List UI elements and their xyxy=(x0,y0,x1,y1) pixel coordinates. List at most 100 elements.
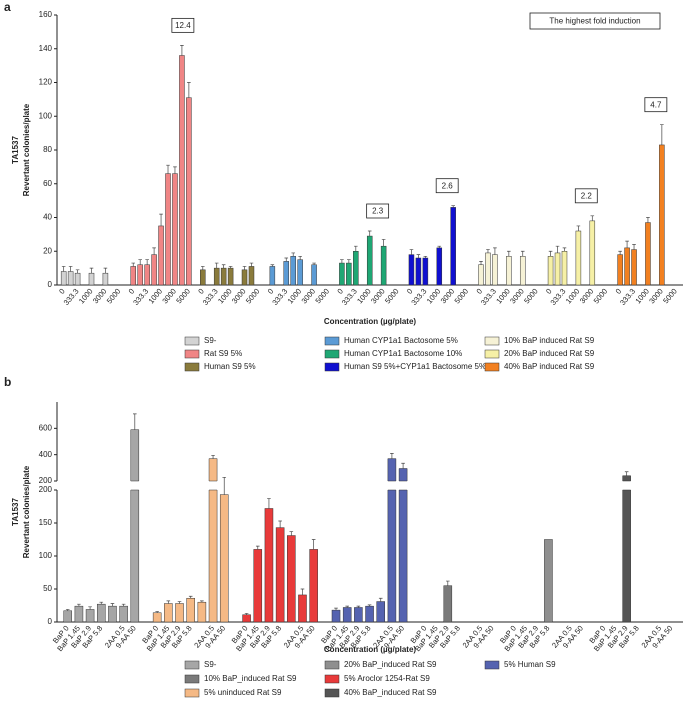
error-bar xyxy=(103,267,108,274)
error-bar xyxy=(214,262,219,269)
x-tick-label: 0 xyxy=(544,287,554,296)
bar xyxy=(60,271,67,286)
error-bar xyxy=(145,259,149,265)
x-tick-label: 5000 xyxy=(244,287,262,306)
error-bar xyxy=(244,613,249,615)
x-tick-label: 333.3 xyxy=(201,287,220,307)
error-bar xyxy=(378,597,383,602)
error-bar xyxy=(221,264,226,269)
bar xyxy=(408,254,415,286)
error-bar xyxy=(562,247,567,252)
error-bar xyxy=(520,250,525,257)
y-tick-label: 50 xyxy=(43,584,52,593)
legend-swatch xyxy=(184,336,200,346)
bar xyxy=(172,173,178,286)
error-bar xyxy=(131,262,136,267)
bar xyxy=(164,603,173,623)
bar xyxy=(227,267,234,286)
error-bar xyxy=(291,252,296,257)
bar xyxy=(219,494,229,623)
bar xyxy=(175,603,184,623)
legend-swatch xyxy=(324,362,340,372)
y-axis-title: Revertant colonies/plate xyxy=(22,465,31,558)
error-bar xyxy=(555,245,560,253)
bar xyxy=(283,261,290,286)
bar xyxy=(96,603,106,623)
error-bar xyxy=(345,605,349,608)
error-bar xyxy=(211,454,215,459)
bar xyxy=(144,264,150,286)
y-axis-title: TA1537 xyxy=(11,498,20,526)
error-bar xyxy=(61,266,66,272)
bar xyxy=(380,245,387,286)
bar xyxy=(309,549,318,623)
legend-swatch xyxy=(484,336,500,346)
error-bar xyxy=(446,580,450,586)
x-tick-label: 1000 xyxy=(564,287,582,306)
legend-label: Human S9 5%+CYP1a1 Bactosome 5% xyxy=(344,362,486,371)
legend-label: S9- xyxy=(204,660,217,669)
x-tick-label: 333.3 xyxy=(549,287,568,307)
bar xyxy=(366,235,373,286)
x-tick-label: 0 xyxy=(196,287,206,296)
error-bar xyxy=(173,166,177,174)
error-bar xyxy=(660,124,664,145)
legend-swatch xyxy=(184,660,200,670)
bar xyxy=(443,585,453,623)
legend-label: Human S9 5% xyxy=(204,362,256,371)
legend-label: 40% BaP_induced Rat S9 xyxy=(344,688,437,697)
error-bar xyxy=(548,250,553,257)
annotation: 2.3 xyxy=(372,207,384,216)
bar xyxy=(631,249,637,286)
bar xyxy=(186,97,192,286)
x-tick-label: 1000 xyxy=(425,287,443,306)
legend-label: 10% BaP induced Rat S9 xyxy=(504,336,595,345)
x-tick-label: 3000 xyxy=(578,287,596,306)
bar xyxy=(519,256,526,286)
bar xyxy=(108,605,117,623)
panel-label: a xyxy=(4,0,11,14)
error-bar xyxy=(188,595,193,599)
annotation-box xyxy=(574,188,598,204)
legend-label: S9- xyxy=(204,336,217,345)
error-bar xyxy=(89,267,94,274)
bar xyxy=(485,252,491,286)
x-tick-label: 3000 xyxy=(647,287,665,306)
legend-swatch xyxy=(184,349,200,359)
bar xyxy=(645,222,651,286)
bar xyxy=(186,597,195,623)
bar xyxy=(197,601,207,623)
legend-label: Human CYP1a1 Bactosome 5% xyxy=(344,336,458,345)
y-tick-label: 150 xyxy=(39,518,53,527)
x-tick-label: 0 xyxy=(614,287,624,296)
error-bar xyxy=(311,539,316,550)
bar xyxy=(387,458,397,623)
error-bar xyxy=(479,261,483,265)
error-bar xyxy=(507,250,511,257)
bar xyxy=(165,173,171,286)
x-tick-label: 0 xyxy=(57,287,67,296)
x-tick-label: 5000 xyxy=(105,287,123,306)
error-bar xyxy=(75,269,80,274)
x-axis-title: Concentration (µg/plate) xyxy=(324,317,417,326)
error-bar xyxy=(249,262,254,267)
bar xyxy=(544,539,553,623)
error-bar xyxy=(166,600,171,604)
x-tick-label: 333.3 xyxy=(131,287,150,307)
bar xyxy=(436,247,443,286)
error-bar xyxy=(300,588,305,595)
annotation-box xyxy=(435,178,459,194)
annotation-box xyxy=(171,17,195,33)
x-tick-label: 333.3 xyxy=(62,287,81,307)
y-tick-label: 0 xyxy=(48,280,53,289)
error-bar xyxy=(88,606,92,610)
x-tick-label: 1000 xyxy=(355,287,373,306)
x-tick-label: 3000 xyxy=(300,287,318,306)
legend-label: 5% Human S9 xyxy=(504,660,556,669)
panel-label: b xyxy=(4,375,11,389)
error-bar xyxy=(624,471,629,476)
legend-label: Human CYP1a1 Bactosome 10% xyxy=(344,349,462,358)
x-tick-label: 1000 xyxy=(146,287,164,306)
annotation-box xyxy=(366,203,390,219)
